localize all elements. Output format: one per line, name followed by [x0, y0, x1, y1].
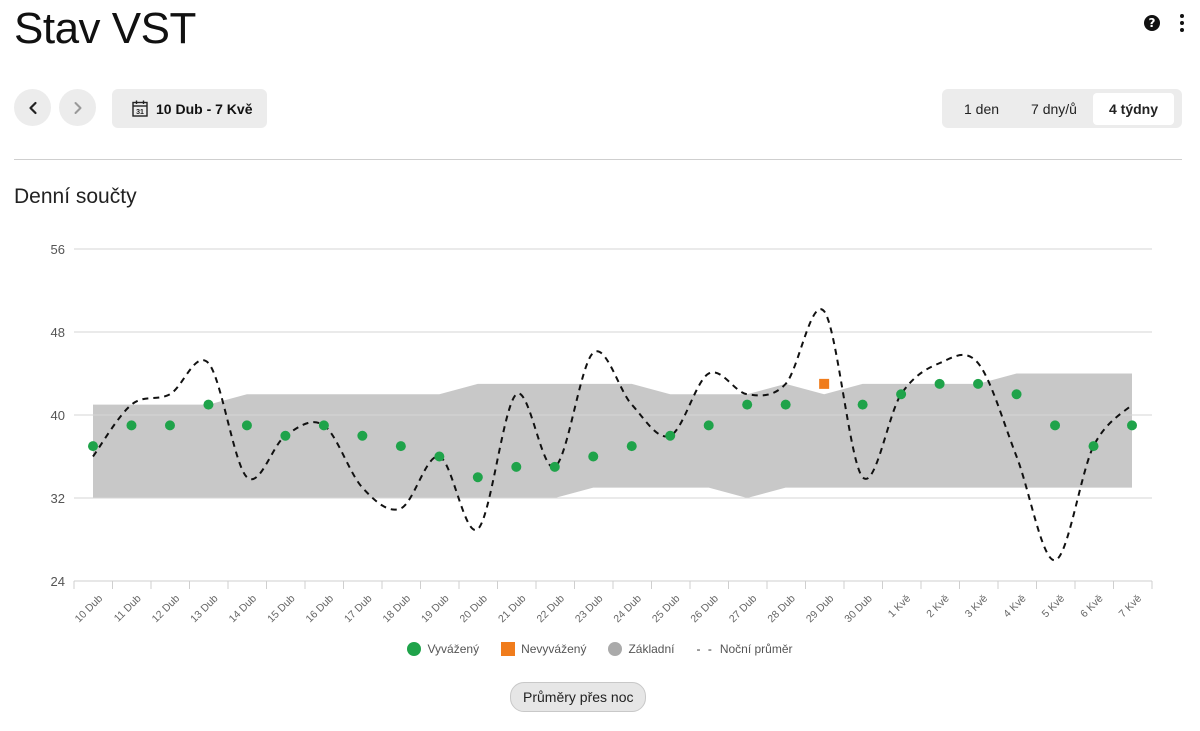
period-4-weeks[interactable]: 4 týdny	[1092, 92, 1174, 125]
date-range-label: 10 Dub - 7 Kvě	[156, 100, 253, 117]
x-tick-label: 28 Dub	[765, 593, 798, 626]
balanced-point	[511, 461, 522, 472]
x-tick-label: 29 Dub	[804, 593, 837, 626]
x-tick-label: 21 Dub	[496, 593, 529, 626]
balanced-point	[203, 399, 214, 410]
balanced-point	[395, 441, 406, 452]
legend-marker-baseline	[608, 642, 623, 656]
x-tick-label: 11 Dub	[112, 593, 144, 625]
balanced-point	[588, 451, 599, 462]
x-tick-label: 6 Kvě	[1078, 593, 1106, 621]
x-tick-label: 25 Dub	[650, 593, 683, 626]
period-1-day[interactable]: 1 den	[964, 100, 1000, 117]
x-tick-label: 22 Dub	[534, 593, 567, 626]
help-icon[interactable]: ?	[1144, 15, 1160, 31]
night-average-line	[92, 308, 1133, 562]
unbalanced-point	[819, 378, 830, 389]
balanced-point	[703, 420, 714, 431]
x-tick-label: 1 Kvě	[886, 593, 914, 621]
x-tick-label: 17 Dub	[342, 593, 375, 626]
balanced-point	[357, 430, 368, 441]
y-tick-label: 32	[51, 491, 65, 506]
y-tick-label: 24	[51, 574, 65, 589]
balanced-point	[241, 420, 252, 431]
more-vert-icon[interactable]	[1178, 14, 1186, 32]
svg-text:31: 31	[136, 109, 144, 116]
x-tick-label: 5 Kvě	[1040, 593, 1068, 621]
calendar-icon: 31	[132, 100, 148, 117]
x-tick-label: 30 Dub	[842, 593, 875, 626]
legend-label-night-average: Noční průměr	[719, 642, 793, 656]
legend-item-night-average[interactable]: - - Noční průměr	[696, 642, 792, 656]
balanced-point	[280, 430, 291, 441]
x-tick-label: 10 Dub	[73, 593, 106, 626]
date-range-button[interactable]: 31 10 Dub - 7 Kvě	[112, 89, 268, 128]
legend-item-balanced[interactable]: Vyvážený	[407, 642, 479, 656]
balanced-point	[780, 399, 791, 410]
balanced-point	[742, 399, 753, 410]
x-tick-label: 16 Dub	[304, 593, 337, 626]
balanced-point	[126, 420, 137, 431]
balanced-point	[896, 389, 907, 400]
balanced-point	[164, 420, 175, 431]
balanced-point	[1050, 420, 1061, 431]
balanced-point	[626, 441, 637, 452]
overnight-averages-button[interactable]: Průměry přes noc	[510, 682, 647, 712]
page-title: Stav VST	[14, 4, 196, 53]
balanced-point	[665, 430, 676, 441]
balanced-point	[973, 378, 984, 389]
period-7-days[interactable]: 7 dny/ů	[1031, 100, 1077, 117]
legend-item-unbalanced[interactable]: Nevyvážený	[501, 642, 586, 656]
chart-legend: Vyvážený Nevyvážený Základní - - Noční p…	[0, 642, 1200, 656]
balanced-point	[434, 451, 445, 462]
x-tick-label: 13 Dub	[188, 593, 221, 626]
x-tick-label: 12 Dub	[150, 593, 183, 626]
legend-marker-night-average: - -	[696, 642, 714, 656]
baseline-band	[93, 373, 1132, 498]
x-tick-label: 27 Dub	[727, 593, 760, 626]
previous-period-button[interactable]	[14, 89, 51, 126]
x-tick-label: 4 Kvě	[1001, 593, 1029, 621]
y-tick-label: 48	[51, 325, 65, 340]
balanced-point	[857, 399, 868, 410]
balanced-point	[934, 378, 945, 389]
legend-label-balanced: Vyvážený	[427, 642, 480, 656]
x-tick-label: 24 Dub	[611, 593, 644, 626]
x-tick-label: 3 Kvě	[963, 593, 991, 621]
x-tick-label: 23 Dub	[573, 593, 606, 626]
balanced-point	[1011, 389, 1022, 400]
x-tick-label: 15 Dub	[265, 593, 298, 626]
x-tick-label: 18 Dub	[381, 593, 414, 626]
x-tick-label: 14 Dub	[227, 593, 260, 626]
period-selector: 1 den 7 dny/ů 4 týdny	[942, 89, 1182, 128]
y-tick-label: 56	[51, 242, 65, 257]
balanced-point	[472, 472, 483, 483]
x-tick-label: 2 Kvě	[924, 593, 952, 621]
x-tick-label: 26 Dub	[688, 593, 721, 626]
daily-totals-chart: 24 32 40 48 56 10 Dub 11 Dub 12 Dub 13 Dub 14 Dub…	[51, 242, 1153, 626]
chevron-right-icon	[74, 101, 81, 114]
balanced-point	[88, 441, 98, 452]
legend-marker-unbalanced	[501, 642, 516, 656]
x-tick-label: 19 Dub	[419, 593, 452, 626]
balanced-point	[1127, 420, 1137, 431]
chevron-left-icon	[28, 101, 37, 114]
balanced-point	[549, 461, 560, 472]
legend-marker-balanced	[407, 642, 422, 656]
divider	[14, 159, 1182, 160]
header-actions: ?	[1144, 14, 1186, 32]
x-tick-label: 20 Dub	[458, 593, 491, 626]
legend-label-baseline: Základní	[628, 642, 675, 656]
balanced-point	[1088, 441, 1099, 452]
legend-label-unbalanced: Nevyvážený	[521, 642, 587, 656]
y-tick-label: 40	[51, 408, 65, 423]
legend-item-baseline[interactable]: Základní	[608, 642, 674, 656]
balanced-point	[318, 420, 329, 431]
section-title: Denní součty	[14, 185, 137, 208]
x-tick-label: 7 Kvě	[1117, 593, 1145, 621]
next-period-button[interactable]	[59, 89, 96, 126]
